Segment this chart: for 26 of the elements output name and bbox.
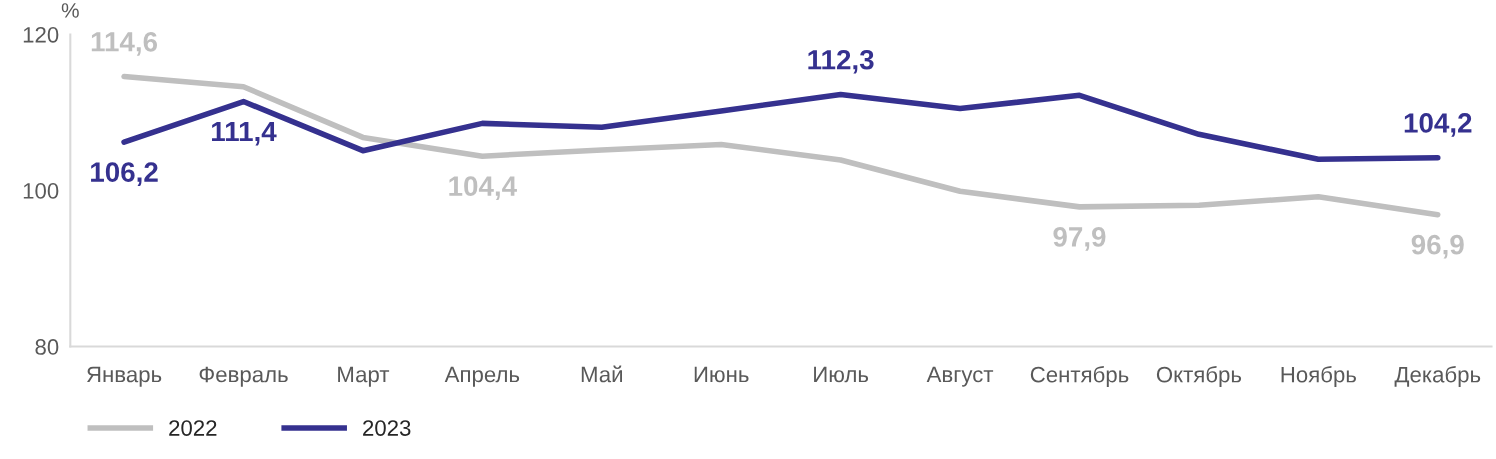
data-label: 104,2 xyxy=(1404,113,1472,137)
legend-label: 2022 xyxy=(169,420,217,436)
x-tick-label: Октябрь xyxy=(1156,365,1242,387)
x-tick-label: Апрель xyxy=(444,366,520,387)
x-tick-label: Август xyxy=(926,366,994,387)
data-label: 111,4 xyxy=(212,122,277,146)
x-tick-label: Июль xyxy=(814,366,869,383)
data-label: 112,3 xyxy=(808,49,874,74)
x-tick-label: Январь xyxy=(87,366,162,387)
y-tick-label: 100 xyxy=(23,183,59,199)
y-tick-label: 120 xyxy=(23,26,59,43)
y-tick-label: 80 xyxy=(35,339,59,355)
x-tick-label: Декабрь xyxy=(1394,365,1481,387)
data-label: 97,9 xyxy=(1053,227,1106,251)
data-label: 96,9 xyxy=(1411,234,1464,259)
x-tick-label: Март xyxy=(338,366,390,387)
data-label: 114,6 xyxy=(91,31,158,56)
x-tick-label: Май xyxy=(581,365,622,383)
x-tick-label: Февраль xyxy=(199,366,288,387)
legend-label: 2023 xyxy=(363,420,411,436)
x-tick-label: Сентябрь xyxy=(1030,365,1129,387)
data-label: 106,2 xyxy=(91,162,158,186)
y-axis-title: % xyxy=(61,3,79,18)
x-tick-label: Ноябрь xyxy=(1281,365,1356,387)
data-label: 104,4 xyxy=(449,176,517,201)
x-tick-label: Июнь xyxy=(694,366,749,383)
